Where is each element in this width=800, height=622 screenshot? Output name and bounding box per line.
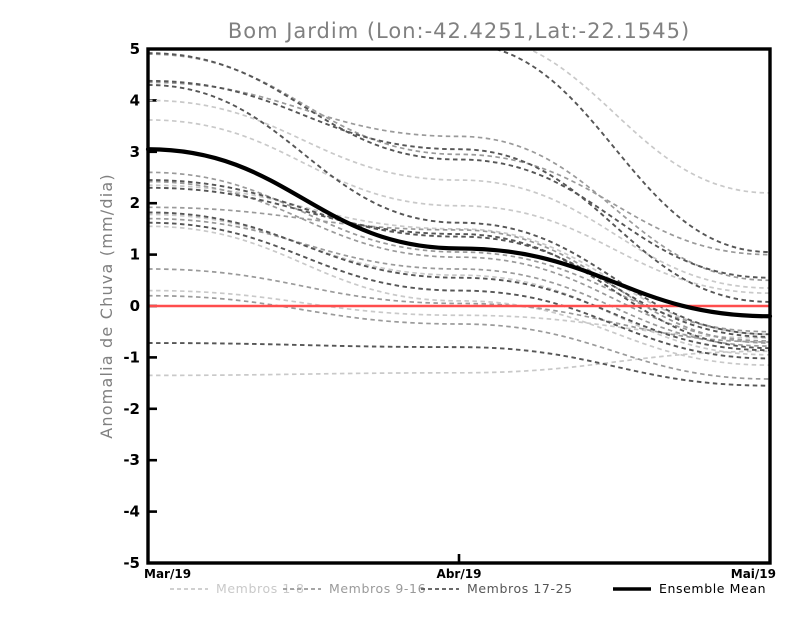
x-tick-label: Abr/19 [437,567,482,581]
y-tick-label: 3 [130,143,140,161]
y-axis-title: Anomalia de Chuva (mm/dia) [97,173,116,439]
plot-frame [146,47,772,565]
y-tick-label: -3 [123,451,140,469]
member-line [148,342,770,387]
chart-title: Bom Jardim (Lon:-42.4251,Lat:-22.1545) [228,19,690,43]
y-tick-label: -5 [123,554,140,572]
y-tick-label: 1 [130,246,140,264]
member-line [148,81,770,282]
ensemble-mean-line [145,147,773,319]
member-line [148,221,770,360]
member-line [148,53,770,256]
ensemble-mean-layer [145,147,773,319]
x-tick-label: Mar/19 [144,567,191,581]
member-line [148,79,770,303]
member-line [148,225,770,366]
y-tick-label: -4 [123,503,140,521]
member-line [148,213,770,356]
member-line [148,211,770,352]
member-line [148,180,770,342]
y-tick-label: 5 [130,40,140,58]
member-line [527,49,770,194]
member-line [148,206,770,344]
x-tick-label: Mai/19 [731,567,776,581]
legend-label: Membros 17-25 [467,581,573,596]
y-tick-label: 2 [130,194,140,212]
member-line [148,294,770,380]
member-line [148,186,770,350]
legend-label: Membros 9-16 [329,581,426,596]
member-line [148,184,770,336]
y-tick-label: -1 [123,348,140,366]
member-line [148,268,770,343]
legend-label: Membros 1-8 [216,581,305,596]
member-line [148,289,770,339]
member-line [148,52,770,279]
member-line [148,350,770,377]
chart-legend: Membros 1-8 Membros 9-16 Membros 17-25 Ense… [170,581,766,596]
x-axis-ticks: Mar/19 Abr/19 Mai/19 [144,554,776,581]
legend-label: Ensemble Mean [659,581,766,596]
y-tick-label: -2 [123,400,140,418]
member-line [148,99,770,289]
y-axis-ticks: 5 4 3 2 1 0 -1 -2 -3 -4 -5 [123,40,157,572]
y-tick-label: 4 [130,91,140,109]
y-tick-label: 0 [130,297,140,315]
